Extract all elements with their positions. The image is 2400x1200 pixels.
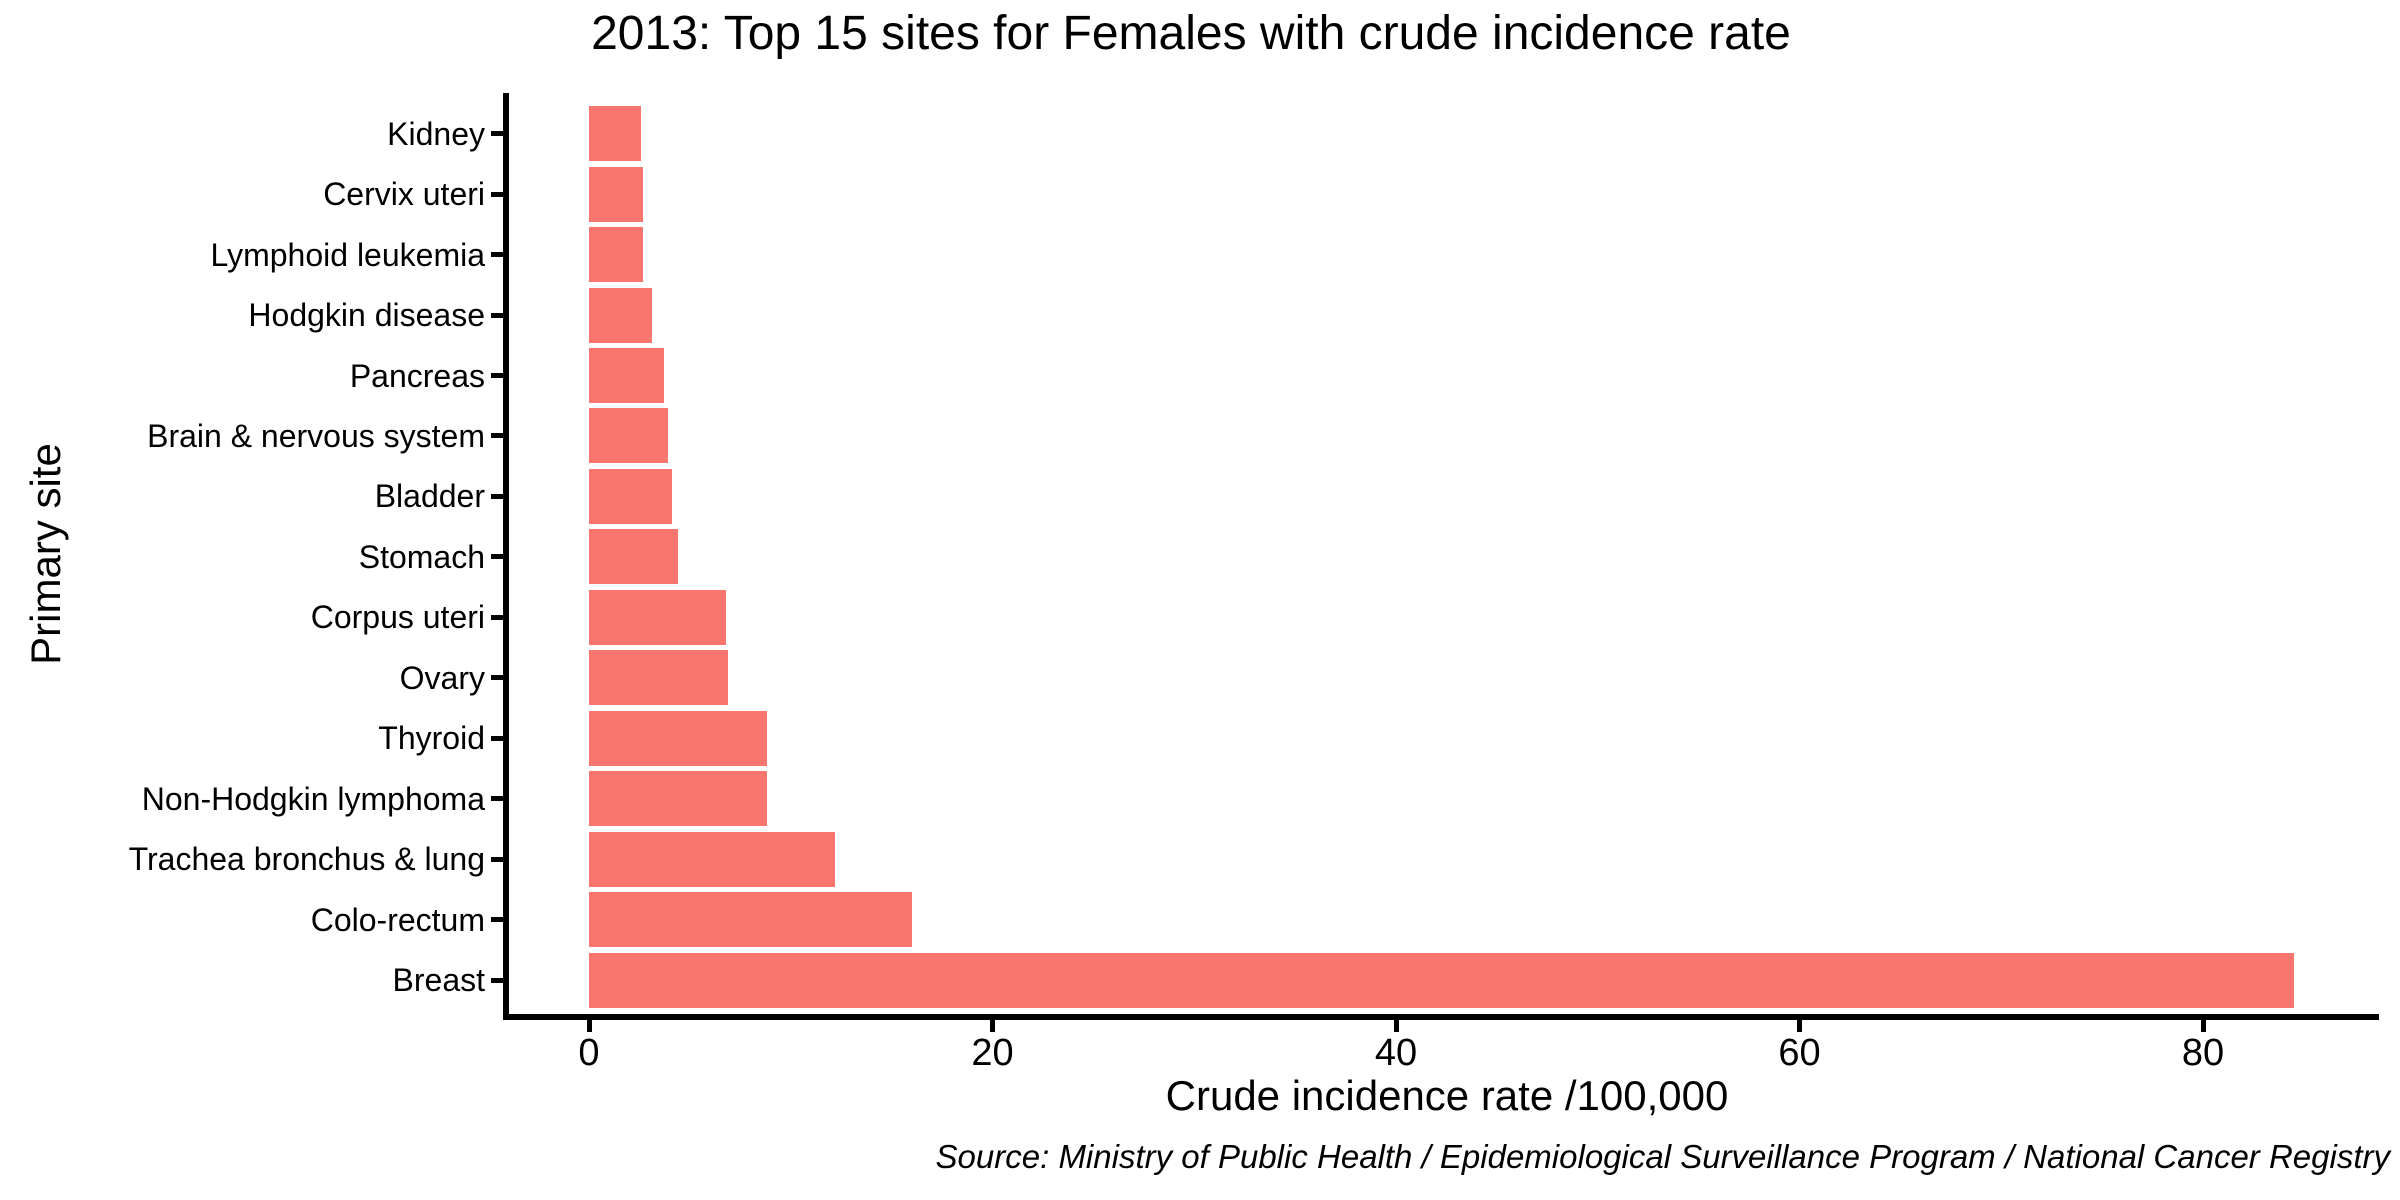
bar-pancreas (589, 348, 664, 403)
x-tick-label-20: 20 (971, 1032, 1014, 1074)
bar-brain-nervous-system (589, 408, 668, 464)
y-tick-colo-rectum (491, 917, 503, 923)
y-tick-stomach (491, 554, 503, 560)
y-tick-label-pancreas: Pancreas (349, 357, 485, 394)
x-axis-title: Crude incidence rate /100,000 (1165, 1072, 1729, 1119)
y-tick-label-breast: Breast (392, 962, 485, 998)
y-tick-cervix-uteri (491, 191, 503, 197)
x-tick-40 (1393, 1020, 1399, 1032)
y-axis-line (503, 93, 509, 1020)
bar-colo-rectum (589, 892, 912, 948)
x-tick-20 (990, 1020, 995, 1032)
y-tick-hodgkin-disease (491, 312, 503, 318)
bar-hodgkin-disease (589, 287, 652, 343)
y-tick-label-lymphoid-leukemia: Lymphoid leukemia (210, 236, 485, 273)
x-tick-0 (586, 1020, 592, 1032)
bar-breast (589, 952, 2294, 1008)
y-axis-title: Primary site (22, 443, 69, 665)
bar-bladder (589, 468, 672, 524)
y-tick-label-bladder: Bladder (374, 478, 485, 515)
x-tick-label-0: 0 (578, 1032, 600, 1074)
y-tick-brain-nervous-system (491, 433, 503, 439)
y-tick-label-trachea-bronchus-lung: Trachea bronchus & lung (128, 841, 485, 878)
y-tick-label-thyroid: Thyroid (378, 720, 485, 757)
x-tick-60 (1797, 1020, 1802, 1032)
x-tick-label-80: 80 (2181, 1032, 2225, 1074)
bar-corpus-uteri (589, 589, 727, 645)
bar-non-hodgkin-lymphoma (589, 771, 767, 827)
y-tick-trachea-bronchus-lung (491, 856, 503, 862)
y-tick-label-brain-nervous-system: Brain & nervous system (147, 417, 485, 454)
bar-lymphoid-leukemia (589, 227, 644, 283)
bar-stomach (589, 529, 678, 585)
x-axis-line (503, 1014, 2379, 1020)
bar-kidney (589, 106, 642, 162)
x-tick-label-40: 40 (1374, 1032, 1418, 1074)
y-tick-label-stomach: Stomach (358, 538, 485, 575)
y-tick-ovary (491, 675, 503, 681)
y-tick-kidney (491, 131, 503, 137)
bar-trachea-bronchus-lung (589, 831, 836, 887)
y-tick-label-non-hodgkin-lymphoma: Non-Hodgkin lymphoma (141, 780, 485, 817)
chart-title: 2013: Top 15 sites for Females with crud… (591, 7, 1791, 60)
y-tick-breast (491, 977, 503, 983)
y-tick-lymphoid-leukemia (491, 252, 503, 258)
bar-thyroid (589, 710, 767, 766)
y-tick-label-ovary: Ovary (399, 659, 485, 696)
x-tick-label-60: 60 (1778, 1032, 1821, 1074)
y-tick-bladder (491, 493, 503, 499)
y-tick-label-colo-rectum: Colo-rectum (310, 901, 485, 938)
bar-ovary (589, 650, 729, 706)
y-tick-non-hodgkin-lymphoma (491, 796, 503, 802)
y-tick-pancreas (491, 373, 503, 378)
y-tick-label-hodgkin-disease: Hodgkin disease (248, 297, 485, 334)
x-tick-80 (2200, 1020, 2206, 1032)
y-tick-label-corpus-uteri: Corpus uteri (310, 599, 485, 636)
y-tick-corpus-uteri (491, 614, 503, 620)
source-note: Source: Ministry of Public Health / Epid… (935, 1138, 2390, 1175)
y-tick-label-cervix-uteri: Cervix uteri (323, 176, 485, 213)
y-tick-label-kidney: Kidney (387, 115, 485, 152)
bar-cervix-uteri (589, 166, 644, 222)
y-tick-thyroid (491, 735, 503, 741)
